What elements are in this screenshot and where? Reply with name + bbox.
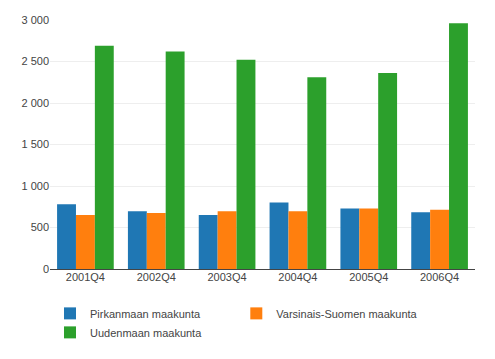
svg-text:2004Q4: 2004Q4 [278,271,317,283]
svg-text:1 000: 1 000 [21,180,49,192]
svg-text:3 000: 3 000 [21,14,49,26]
svg-text:500: 500 [31,221,49,233]
svg-text:2003Q4: 2003Q4 [208,271,247,283]
svg-text:2001Q4: 2001Q4 [66,271,105,283]
svg-text:2002Q4: 2002Q4 [137,271,176,283]
svg-text:2006Q4: 2006Q4 [420,271,459,283]
svg-text:0: 0 [43,263,49,275]
svg-text:2 000: 2 000 [21,97,49,109]
svg-text:1 500: 1 500 [21,138,49,150]
svg-text:Varsinais-Suomen maakunta: Varsinais-Suomen maakunta [276,308,417,320]
svg-text:Uudenmaan maakunta: Uudenmaan maakunta [90,327,202,339]
svg-text:Pirkanmaan maakunta: Pirkanmaan maakunta [90,308,201,320]
svg-text:2 500: 2 500 [21,55,49,67]
svg-text:2005Q4: 2005Q4 [349,271,388,283]
